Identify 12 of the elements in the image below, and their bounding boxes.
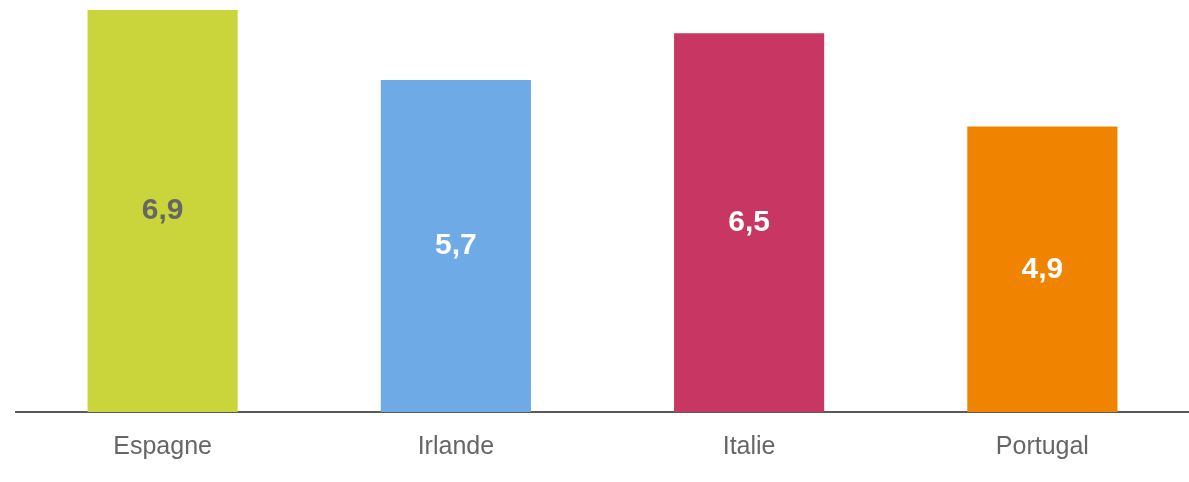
x-tick-label: Irlande: [417, 430, 495, 459]
bar: [674, 33, 825, 412]
data-label: 6,5: [728, 203, 770, 237]
bar: [380, 79, 531, 412]
data-label: 4,9: [1021, 250, 1064, 284]
data-label: 5,7: [435, 227, 477, 261]
bar: [87, 10, 238, 412]
x-tick-label: Portugal: [995, 430, 1089, 459]
x-tick-label: Italie: [722, 430, 776, 459]
x-tick-label: Espagne: [113, 430, 212, 459]
bar: [967, 126, 1118, 412]
data-label: 6,9: [141, 192, 184, 226]
